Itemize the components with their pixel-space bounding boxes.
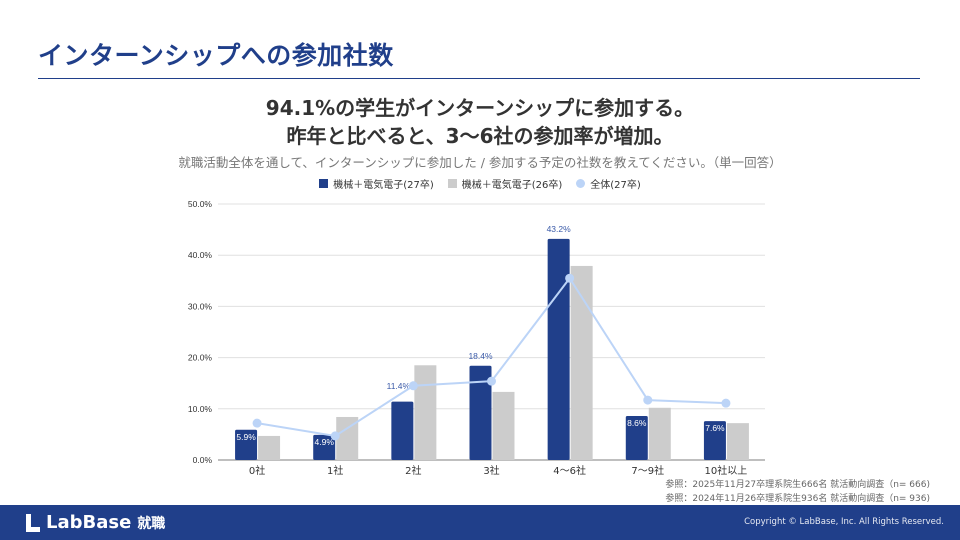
logo-subtext: 就職: [137, 515, 166, 532]
bar-26: [492, 391, 515, 460]
bar-27: [703, 421, 726, 460]
y-tick-label: 20.0%: [188, 353, 213, 363]
reference-note-2024: 参照：2024年11月26卒理系院生936名 就活動向調査（n= 936): [665, 494, 930, 504]
x-tick-label: 2社: [405, 464, 421, 477]
headline-secondary: 昨年と比べると、3〜6社の参加率が増加。: [286, 124, 674, 148]
bar-26: [648, 407, 671, 460]
bar-26: [336, 416, 359, 460]
logo-mark-icon: [26, 513, 40, 532]
line-point-all: [643, 395, 653, 405]
bar-26: [570, 265, 593, 460]
x-tick-label: 3社: [483, 464, 499, 477]
copyright-text: Copyright © LabBase, Inc. All Rights Res…: [744, 517, 944, 527]
data-label: 43.2%: [547, 224, 572, 234]
bar-26: [414, 365, 437, 460]
line-point-all: [487, 376, 496, 386]
legend-label-27: 機械＋電気電子(27卒): [333, 180, 434, 191]
y-tick-label: 50.0%: [188, 199, 213, 209]
bar-chart: 0.0% 10.0% 20.0% 30.0% 40.0% 50.0% 5.9% 0社 4.9% 1…: [188, 199, 765, 477]
legend-item-26: 機械＋電気電子(26卒): [447, 176, 563, 191]
data-label: 8.6%: [627, 418, 647, 428]
chart-legend: 機械＋電気電子(27卒) 機械＋電気電子(26卒) 全体(27卒): [0, 176, 960, 191]
x-tick-label: 4〜6社: [553, 464, 586, 477]
footer-bar: LabBase 就職 Copyright © LabBase, Inc. All…: [0, 505, 960, 540]
line-point-all: [408, 381, 418, 391]
legend-swatch-27: [319, 179, 329, 188]
data-label: 7.6%: [705, 423, 725, 433]
legend-label-26: 機械＋電気電子(26卒): [461, 180, 563, 191]
bar-26: [258, 435, 281, 460]
bar-27: [313, 434, 336, 460]
y-tick-label: 10.0%: [188, 404, 213, 414]
x-tick-label: 10社以上: [705, 464, 748, 477]
legend-item-all: 全体(27卒): [576, 176, 641, 191]
bar-27: [391, 401, 414, 460]
labbase-logo: LabBase 就職: [26, 512, 165, 533]
data-label: 4.9%: [315, 437, 335, 447]
data-label: 5.9%: [236, 432, 256, 442]
bar-26: [726, 423, 749, 460]
bar-27: [547, 238, 570, 460]
line-point-all: [330, 431, 340, 441]
data-label: 11.4%: [387, 381, 411, 391]
y-tick-label: 40.0%: [188, 250, 213, 260]
line-point-all: [252, 418, 262, 428]
survey-question: 就職活動全体を通して、インターンシップに参加した / 参加する予定の社数を教えて…: [178, 155, 782, 170]
x-tick-label: 0社: [249, 464, 265, 477]
bar-27: [469, 365, 492, 460]
legend-swatch-all: [576, 179, 586, 188]
bar-27: [235, 429, 258, 460]
title-divider: [38, 78, 920, 79]
reference-note-2025: 参照：2025年11月27卒理系院生666名 就活動向調査（n= 666): [665, 480, 930, 490]
line-point-all: [565, 273, 575, 283]
x-tick-label: 7〜9社: [631, 464, 664, 477]
legend-item-27: 機械＋電気電子(27卒): [319, 176, 434, 191]
bar-27: [625, 415, 648, 460]
y-tick-label: 30.0%: [188, 301, 213, 311]
headline-primary: 94.1%の学生がインターンシップに参加する。: [265, 96, 695, 120]
page-title: インターンシップへの参加社数: [38, 41, 394, 70]
legend-label-all: 全体(27卒): [590, 180, 641, 191]
y-tick-label: 0.0%: [193, 455, 213, 465]
line-point-all: [721, 398, 731, 408]
logo-text: LabBase: [46, 512, 132, 533]
x-tick-label: 1社: [327, 464, 343, 477]
data-label: 18.4%: [468, 351, 493, 361]
legend-swatch-26: [447, 179, 457, 188]
